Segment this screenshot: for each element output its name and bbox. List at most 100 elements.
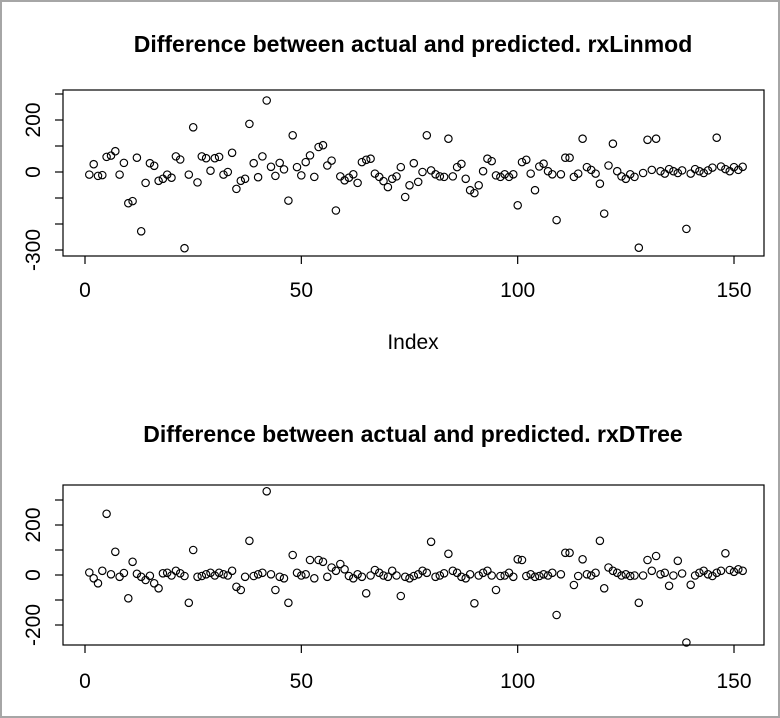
x-axis-tick-label: 0 xyxy=(79,279,91,302)
data-point xyxy=(128,557,137,567)
data-point xyxy=(396,591,406,601)
data-point xyxy=(491,585,501,595)
data-point xyxy=(102,509,111,519)
data-point xyxy=(582,570,592,579)
data-point xyxy=(612,568,622,578)
data-point xyxy=(513,201,522,210)
axes-rxlinmod: 0 50 100 150 200 0 -300 xyxy=(22,93,752,302)
data-point xyxy=(578,555,587,564)
data-point xyxy=(284,196,293,205)
data-point xyxy=(379,176,388,186)
data-point xyxy=(677,166,687,175)
data-point xyxy=(383,182,393,192)
data-point xyxy=(396,162,406,172)
data-point xyxy=(232,184,241,194)
data-point xyxy=(647,566,657,576)
data-point xyxy=(643,135,652,145)
data-point xyxy=(561,548,570,558)
data-point xyxy=(621,174,631,184)
data-point xyxy=(487,571,496,580)
data-point xyxy=(669,571,678,580)
data-point xyxy=(573,169,583,178)
data-point xyxy=(422,131,432,140)
data-point xyxy=(223,571,233,580)
data-point xyxy=(682,638,691,647)
data-point xyxy=(245,119,254,129)
data-point xyxy=(474,571,483,580)
data-point xyxy=(154,584,163,593)
data-point xyxy=(465,185,475,195)
plot-rxdtree: Difference between actual and predicted.… xyxy=(22,421,765,693)
data-point xyxy=(128,196,137,206)
x-axis-tick-label: 0 xyxy=(79,670,91,693)
data-point xyxy=(617,172,626,181)
data-point xyxy=(318,557,328,567)
data-point xyxy=(400,572,410,582)
data-point xyxy=(85,170,94,179)
data-point xyxy=(383,572,393,582)
data-point xyxy=(158,569,168,578)
data-point xyxy=(387,566,397,576)
data-point xyxy=(522,155,531,165)
data-point xyxy=(262,487,271,496)
data-point xyxy=(634,243,644,252)
data-point xyxy=(188,123,198,132)
data-point xyxy=(323,572,332,582)
data-point xyxy=(504,172,514,182)
data-point xyxy=(336,559,345,569)
data-point xyxy=(535,571,544,581)
data-point xyxy=(669,166,678,176)
data-point xyxy=(206,568,215,578)
data-point xyxy=(145,571,155,581)
data-point xyxy=(301,157,310,167)
data-point xyxy=(141,178,150,188)
data-point xyxy=(275,572,284,582)
data-point xyxy=(539,570,548,579)
data-point xyxy=(318,140,328,150)
y-axis-tick-label: 200 xyxy=(22,507,45,542)
data-point xyxy=(470,188,479,198)
data-point xyxy=(119,568,129,578)
data-point xyxy=(435,571,445,580)
data-point xyxy=(543,571,553,580)
data-point xyxy=(660,568,670,578)
data-point xyxy=(400,192,410,202)
axes-rxdtree: 0 50 100 150 200 0 -200 xyxy=(22,499,752,693)
x-axis-tick-label: 50 xyxy=(290,279,313,302)
data-point xyxy=(556,170,566,179)
scatter-points-rxdtree xyxy=(85,487,747,647)
data-point xyxy=(418,566,427,576)
data-point xyxy=(370,565,380,575)
data-point xyxy=(556,570,566,579)
data-point xyxy=(106,570,116,579)
data-point xyxy=(374,568,384,578)
data-point xyxy=(253,172,263,182)
data-point xyxy=(292,568,302,578)
data-point xyxy=(305,555,315,565)
data-point xyxy=(349,574,358,583)
data-point xyxy=(435,172,445,181)
data-point xyxy=(162,568,172,578)
y-axis-tick-label: 0 xyxy=(22,569,45,581)
data-point xyxy=(573,571,583,581)
data-point xyxy=(201,153,211,163)
data-point xyxy=(180,243,189,253)
data-point xyxy=(305,151,315,160)
plot-title-rxdtree: Difference between actual and predicted.… xyxy=(143,421,682,447)
data-point xyxy=(175,155,185,164)
data-point xyxy=(167,571,176,580)
data-point xyxy=(214,568,224,578)
plot-box-rxdtree xyxy=(62,484,765,646)
data-point xyxy=(158,174,168,184)
data-point xyxy=(266,570,276,579)
data-point xyxy=(526,570,535,579)
data-point xyxy=(721,164,730,174)
data-point xyxy=(725,565,734,575)
data-point xyxy=(240,174,250,184)
data-point xyxy=(288,550,297,560)
data-point xyxy=(301,570,310,579)
data-point xyxy=(93,579,103,588)
data-point xyxy=(517,157,527,167)
data-point xyxy=(686,580,695,590)
